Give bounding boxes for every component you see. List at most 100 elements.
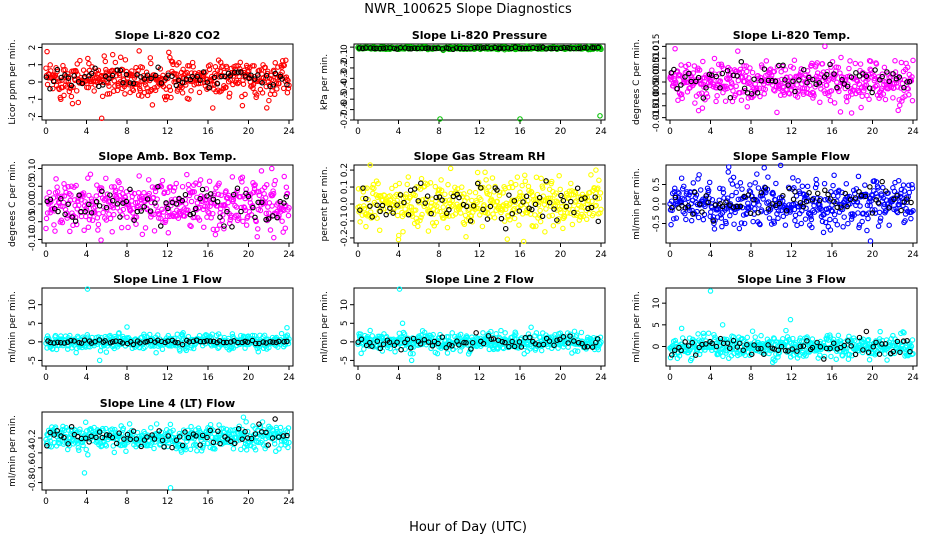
data-point [184,171,190,178]
data-point [94,182,100,188]
data-point [44,48,50,55]
data-point-secondary [107,192,113,198]
data-point-secondary [377,45,383,52]
data-point [408,204,415,210]
data-point [258,78,264,85]
data-point [904,64,911,71]
data-point [580,213,587,219]
data-point [235,79,242,86]
data-point [239,174,246,180]
data-point [863,82,870,88]
data-point [101,53,107,59]
data-point [537,218,544,225]
data-point [910,57,916,64]
data-point [845,356,852,362]
data-point [243,222,250,228]
data-point-secondary [433,194,439,201]
data-point [148,60,154,67]
data-point [53,176,59,182]
data-point [253,189,260,195]
data-point [61,92,67,99]
data-point-secondary [109,197,116,204]
data-point-secondary [265,216,272,222]
data-point [696,67,703,73]
points [355,43,604,122]
data-point [207,62,213,68]
data-point [204,214,210,220]
data-point-secondary [69,214,75,220]
data-point [831,100,838,106]
y-tick-label: -0.1 [340,49,350,67]
data-point-secondary [130,80,137,87]
data-point-secondary [189,73,195,80]
data-point [203,69,209,75]
data-point-secondary [831,71,837,77]
data-point [274,75,281,81]
data-point [855,173,862,180]
data-point [864,227,870,234]
data-point [67,228,73,235]
data-point [104,91,111,97]
data-point [906,189,913,196]
data-point [258,168,265,174]
data-point-secondary [474,180,481,187]
data-point [835,332,842,339]
data-point-secondary [263,73,270,79]
data-point [741,63,747,69]
data-point [843,181,850,187]
data-point [480,184,486,191]
data-point-secondary [522,45,529,52]
data-point [173,180,179,187]
data-point-secondary [703,85,709,91]
data-point [474,169,481,176]
data-point-secondary [592,194,598,200]
data-point [103,349,110,355]
data-point [237,59,244,66]
data-point [561,214,568,220]
data-point [898,59,905,66]
data-point [832,217,838,224]
data-point [845,94,852,100]
data-point [142,225,149,231]
data-point [400,228,406,235]
data-point-secondary [550,45,556,52]
data-point [175,215,182,221]
data-point-secondary [251,76,258,82]
data-point-secondary [415,198,421,204]
data-point [549,212,556,219]
data-point [85,224,92,231]
data-point-secondary [751,76,757,82]
data-point-secondary [867,184,873,190]
outlier-point [408,357,415,364]
data-point-secondary [785,82,791,88]
data-point [262,195,269,201]
data-point [703,91,710,97]
y-axis-label: ml/min per min. [632,168,642,240]
data-point [774,63,781,70]
data-point [857,203,863,209]
data-point [794,94,801,100]
data-point [120,206,127,213]
data-point [424,181,431,187]
data-point [68,192,74,198]
data-point [819,61,826,67]
points [43,165,292,243]
data-point [109,229,115,235]
data-point-secondary [204,79,211,85]
data-point [725,169,731,175]
data-point-secondary [543,178,549,184]
data-point [846,65,852,72]
y-tick-label: -0.05 [28,210,38,233]
x-tick-label: 24 [907,250,919,260]
data-point [88,201,94,208]
data-point [246,67,252,74]
data-point [892,58,898,64]
data-point-secondary [155,64,161,71]
data-point [104,191,111,197]
data-point [738,97,745,103]
data-point [218,192,224,199]
data-point [882,96,889,103]
data-point [269,203,275,209]
data-point-secondary [58,195,64,202]
